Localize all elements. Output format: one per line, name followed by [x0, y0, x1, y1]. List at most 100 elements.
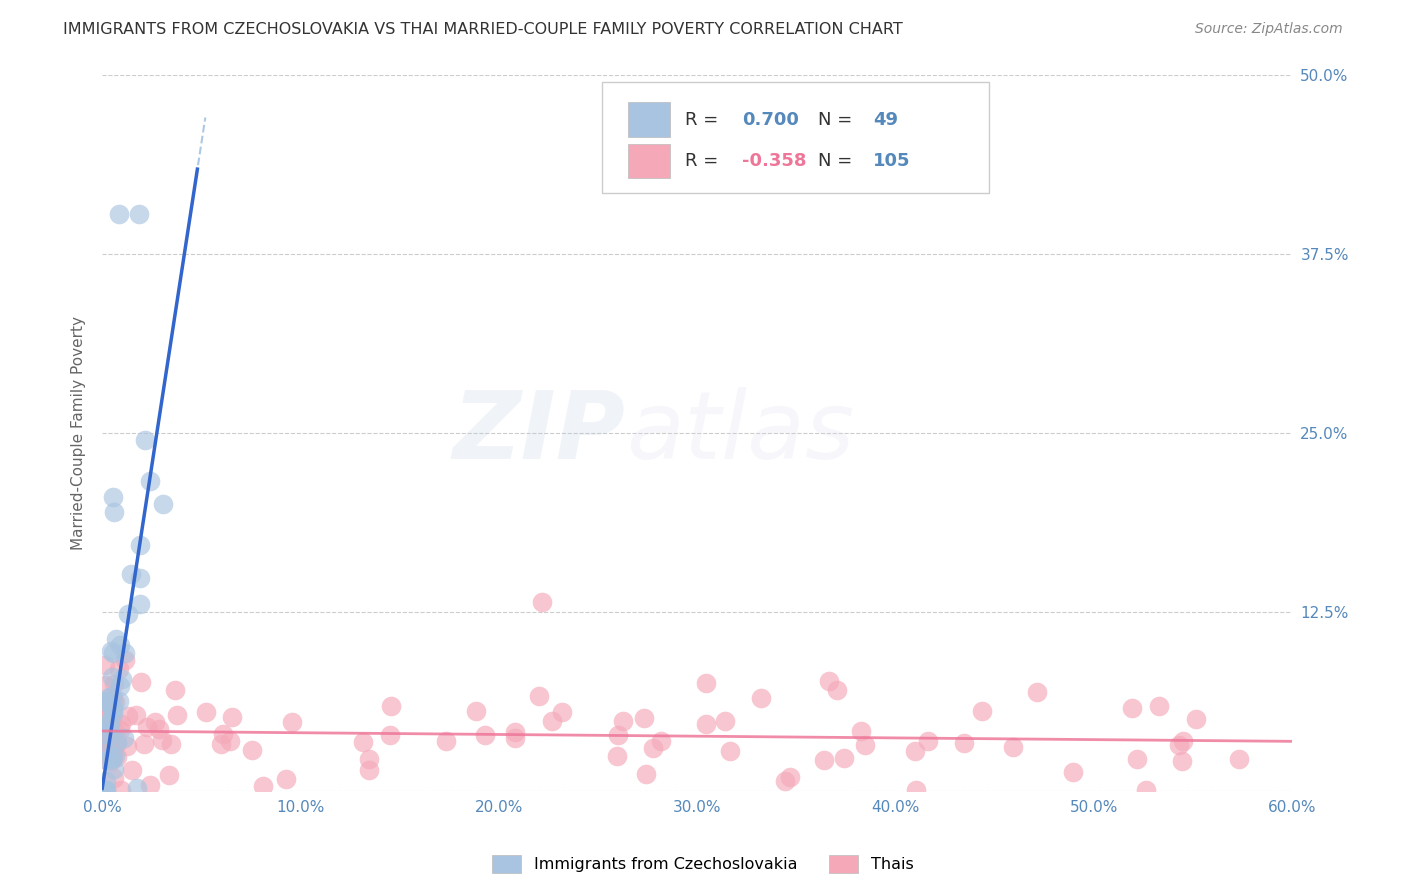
Point — [94, 782, 117, 797]
Point — [434, 734, 457, 748]
Point — [100, 714, 122, 729]
Point — [531, 595, 554, 609]
Point — [93, 734, 115, 748]
Point — [166, 708, 188, 723]
Point — [97, 694, 120, 708]
Point — [108, 723, 131, 738]
Point — [240, 743, 263, 757]
Point — [96, 729, 118, 743]
Point — [904, 782, 927, 797]
Text: R =: R = — [685, 111, 724, 128]
Point — [96, 704, 118, 718]
Point — [101, 746, 124, 760]
Point — [274, 772, 297, 786]
Point — [104, 695, 127, 709]
FancyBboxPatch shape — [628, 103, 669, 136]
Text: IMMIGRANTS FROM CZECHOSLOVAKIA VS THAI MARRIED-COUPLE FAMILY POVERTY CORRELATION: IMMIGRANTS FROM CZECHOSLOVAKIA VS THAI M… — [63, 22, 903, 37]
Point — [195, 705, 218, 719]
Point — [139, 778, 162, 792]
Point — [94, 726, 117, 740]
Point — [904, 744, 927, 758]
Point — [104, 749, 127, 764]
Text: -0.358: -0.358 — [742, 153, 807, 170]
Point — [105, 735, 128, 749]
Point — [157, 768, 180, 782]
Point — [108, 662, 131, 676]
Point — [100, 737, 122, 751]
Point — [101, 690, 124, 704]
Point — [1171, 734, 1194, 748]
Point — [1147, 699, 1170, 714]
Point — [108, 206, 131, 220]
Legend: Immigrants from Czechoslovakia, Thais: Immigrants from Czechoslovakia, Thais — [486, 848, 920, 880]
Point — [98, 725, 121, 739]
Point — [650, 733, 672, 747]
Point — [129, 538, 152, 552]
Point — [145, 714, 167, 729]
Text: Source: ZipAtlas.com: Source: ZipAtlas.com — [1195, 22, 1343, 37]
Point — [98, 718, 121, 732]
Point — [813, 753, 835, 767]
Point — [98, 731, 121, 746]
Y-axis label: Married-Couple Family Poverty: Married-Couple Family Poverty — [72, 316, 86, 549]
Point — [380, 728, 402, 742]
Point — [125, 708, 148, 723]
Point — [695, 717, 717, 731]
Point — [633, 711, 655, 725]
Point — [93, 711, 115, 725]
Point — [128, 597, 150, 611]
Point — [103, 762, 125, 776]
Point — [474, 728, 496, 742]
Point — [209, 737, 232, 751]
Text: 49: 49 — [873, 111, 898, 128]
Point — [101, 670, 124, 684]
Point — [612, 714, 634, 729]
Point — [115, 739, 138, 754]
Point — [527, 689, 550, 703]
Point — [108, 694, 131, 708]
Point — [96, 742, 118, 756]
Point — [148, 722, 170, 736]
Text: 0.700: 0.700 — [742, 111, 799, 128]
Point — [96, 753, 118, 767]
Text: R =: R = — [685, 153, 724, 170]
Point — [1227, 752, 1250, 766]
Point — [101, 646, 124, 660]
Point — [749, 690, 772, 705]
Point — [110, 717, 132, 731]
Point — [359, 752, 381, 766]
Point — [718, 744, 741, 758]
Point — [117, 708, 139, 723]
Point — [121, 764, 143, 778]
Point — [834, 750, 856, 764]
Point — [91, 782, 114, 797]
Point — [98, 735, 121, 749]
Point — [380, 698, 402, 713]
Point — [94, 698, 117, 713]
Point — [103, 706, 125, 721]
Point — [352, 734, 374, 748]
Point — [97, 715, 120, 730]
Point — [107, 736, 129, 750]
Point — [103, 700, 125, 714]
Point — [1184, 712, 1206, 726]
Point — [93, 752, 115, 766]
Point — [134, 434, 156, 448]
Point — [131, 674, 153, 689]
Point — [1002, 739, 1025, 754]
Point — [972, 704, 994, 718]
Point — [219, 733, 242, 747]
Point — [464, 704, 486, 718]
Point — [97, 693, 120, 707]
Point — [132, 737, 155, 751]
Point — [98, 717, 121, 731]
Point — [160, 737, 183, 751]
Point — [96, 737, 118, 751]
Point — [110, 782, 132, 797]
Point — [94, 658, 117, 673]
Point — [851, 723, 873, 738]
Point — [606, 728, 628, 742]
FancyBboxPatch shape — [602, 82, 988, 193]
Point — [110, 679, 132, 693]
Point — [111, 672, 134, 686]
